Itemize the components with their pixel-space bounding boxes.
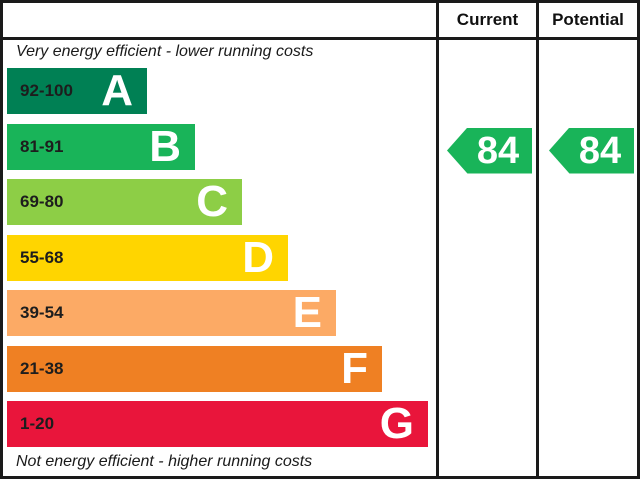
band-range-label: 81-91	[20, 136, 64, 156]
band-row-C: 69-80 C	[7, 179, 242, 225]
band-range-label: 21-38	[20, 358, 64, 378]
band-row-G: 1-20 G	[7, 401, 428, 447]
top-efficiency-note: Very energy efficient - lower running co…	[16, 43, 314, 60]
header-divider-line	[3, 37, 637, 40]
band-letter: G	[379, 399, 414, 448]
band-letter: D	[242, 232, 274, 282]
band-row-F: 21-38 F	[7, 343, 382, 393]
band-letter: F	[341, 343, 368, 393]
band-row-A: 92-100 A	[7, 68, 147, 114]
band-row-B: 81-91 B	[7, 121, 195, 171]
potential-column-header: Potential	[552, 10, 624, 29]
band-range-label: 92-100	[20, 81, 73, 100]
band-range-label: 39-54	[20, 303, 64, 322]
bottom-efficiency-note: Not energy efficient - higher running co…	[16, 453, 313, 470]
current-column-header: Current	[456, 10, 519, 29]
band-letter: A	[101, 66, 133, 115]
band-range-label: 55-68	[20, 247, 64, 267]
band-range-label: 1-20	[20, 414, 55, 433]
potential-column-divider	[536, 3, 539, 476]
band-range-label: 69-80	[20, 192, 64, 211]
potential-rating-arrow: 84	[549, 127, 634, 174]
current-column-divider	[436, 3, 439, 476]
band-letter: C	[196, 177, 228, 226]
band-letter: E	[292, 288, 322, 337]
band-letter: B	[149, 121, 181, 171]
current-rating-arrow: 84	[447, 127, 532, 174]
band-row-E: 39-54 E	[7, 290, 336, 336]
band-row-D: 55-68 D	[7, 232, 288, 282]
